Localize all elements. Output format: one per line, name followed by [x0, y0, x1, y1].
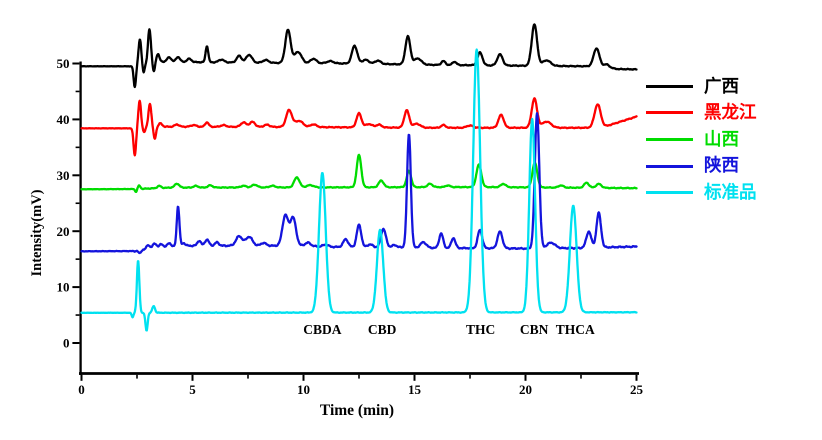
chromatogram-traces — [80, 23, 638, 332]
y-axis-title: Intensity(mV) — [29, 189, 45, 276]
peak-label-thc: THC — [466, 322, 495, 337]
legend-item-shanxi: 山西 — [646, 126, 757, 153]
legend-item-guangxi: 广西 — [646, 73, 757, 100]
legend-label: 山西 — [704, 128, 739, 149]
legend-item-standard: 标准品 — [646, 179, 757, 206]
x-tick-label: 0 — [78, 382, 85, 397]
peak-label-cbda: CBDA — [303, 322, 342, 337]
trace-shanxi — [80, 153, 638, 194]
legend-line-swatch — [646, 84, 693, 88]
x-axis-title: Time (min) — [320, 402, 394, 419]
y-tick-label: 0 — [63, 336, 70, 351]
legend-line-swatch — [646, 164, 693, 168]
y-tick-label: 30 — [57, 168, 70, 183]
legend-label: 广西 — [704, 75, 739, 96]
peak-label-cbd: CBD — [368, 322, 397, 337]
legend: 广西黑龙江山西陕西标准品 — [646, 73, 757, 206]
legend-item-heilongjiang: 黑龙江 — [646, 100, 757, 127]
legend-label: 陕西 — [704, 155, 739, 176]
trace-guangxi — [80, 23, 638, 89]
x-tick-label: 5 — [189, 382, 196, 397]
legend-line-swatch — [646, 137, 693, 141]
legend-label: 标准品 — [704, 181, 757, 202]
legend-item-shaanxi: 陕西 — [646, 153, 757, 180]
y-tick-label: 10 — [57, 280, 70, 295]
x-tick-label: 20 — [519, 382, 532, 397]
trace-heilongjiang — [80, 97, 638, 157]
legend-line-swatch — [646, 191, 693, 195]
peak-annotations: CBDA CBD THC CBN THCA — [303, 322, 595, 337]
peak-label-cbn: CBN — [520, 322, 549, 337]
trace-shaanxi — [80, 112, 638, 255]
tick-labels: 0 5 10 15 20 25 0 10 20 30 40 50 — [57, 56, 644, 397]
axes — [72, 61, 639, 381]
y-tick-label: 20 — [57, 224, 70, 239]
y-tick-label: 50 — [57, 56, 70, 71]
y-tick-label: 40 — [57, 112, 70, 127]
trace-standard — [80, 48, 638, 332]
x-tick-label: 10 — [297, 382, 310, 397]
peak-label-thca: THCA — [556, 322, 595, 337]
x-tick-label: 25 — [630, 382, 644, 397]
legend-line-swatch — [646, 111, 693, 115]
x-tick-label: 15 — [408, 382, 422, 397]
legend-label: 黑龙江 — [704, 102, 757, 123]
